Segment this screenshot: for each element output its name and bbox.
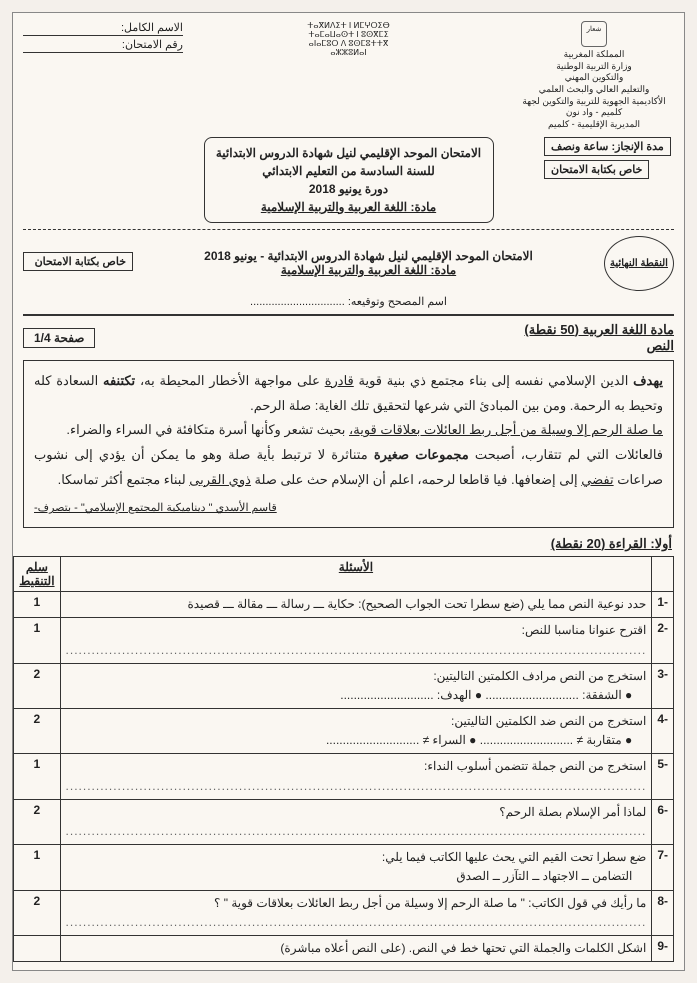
sub-line1: الامتحان الموحد الإقليمي لنيل شهادة الدر…	[139, 249, 598, 263]
q-score: 1	[14, 845, 60, 890]
table-row: -2اقترح عنوانا مناسبا للنص:.............…	[14, 618, 674, 663]
ministry-line: المديرية الإقليمية - كلميم	[514, 119, 674, 131]
q-text: لماذا أمر الإسلام بصلة الرحم؟...........…	[60, 799, 652, 844]
tifinagh-block: ⵜⴰⴳⵍⴷⵉⵜ ⵏ ⵍⵎⵖⵔⵉⴱ ⵜⴰⵎⴰⵡⴰⵙⵜ ⵏ ⵓⵙⴳⵎⵉ ⴰⵏⴰⵎⵓⵔ…	[279, 21, 419, 57]
p1b: الدين الإسلامي نفسه إلى بناء مجتمع ذي بن…	[354, 373, 633, 388]
section-bar: مادة اللغة العربية (50 نقطة) النص صفحة 1…	[23, 322, 674, 354]
exam-num-label: رقم الامتحان:	[122, 39, 183, 51]
table-row: -4استخرج من النص ضد الكلمتين التاليتين:●…	[14, 709, 674, 754]
q-score	[14, 935, 60, 961]
p3g: لبناء مجتمع أكثر تماسكا.	[58, 472, 190, 487]
table-row: -8ما رأيك في قول الكاتب: " ما صلة الرحم …	[14, 890, 674, 935]
sub-line2: مادة: اللغة العربية والتربية الإسلامية	[139, 263, 598, 277]
ministry-block: شعار المملكة المغربية وزارة التربية الوط…	[514, 21, 674, 131]
table-row: -5استخرج من النص جملة تتضمن أسلوب النداء…	[14, 754, 674, 799]
q-number: -9	[652, 935, 674, 961]
passage-box: يهدف الدين الإسلامي نفسه إلى بناء مجتمع …	[23, 360, 674, 528]
q-score: 2	[14, 890, 60, 935]
writer-tag-2: خاص بكتابة الامتحان	[23, 252, 133, 271]
p3a: فالعائلات التي لم تتقارب، أصبحت	[469, 447, 663, 462]
passage-source: قاسم الأسدي " ديناميكية المجتمع الإسلامي…	[34, 498, 663, 519]
page-number: صفحة 1/4	[23, 328, 95, 348]
q-text: اشكل الكلمات والجملة التي تحتها خط في ال…	[60, 935, 652, 961]
tifinagh-line: ⴰⵏⴰⵎⵓⵔ ⴷ ⵓⵙⵎⵓⵜⵜⴳ	[279, 39, 419, 48]
student-info: الاسم الكامل: رقم الامتحان:	[23, 21, 183, 55]
q-number: -2	[652, 618, 674, 663]
p1d: على مواجهة الأخطار المحيطة به،	[135, 373, 325, 388]
p1c: قادرة	[325, 373, 354, 388]
col-score: سلم التنقيط	[14, 557, 60, 592]
title-l3: دورة يونيو 2018	[215, 180, 483, 198]
q-number: -7	[652, 845, 674, 890]
tifinagh-line: ⵜⴰⴳⵍⴷⵉⵜ ⵏ ⵍⵎⵖⵔⵉⴱ	[279, 21, 419, 30]
header: شعار المملكة المغربية وزارة التربية الوط…	[23, 21, 674, 131]
p3d: تفضي	[581, 472, 613, 487]
table-row: -1حدد نوعية النص مما يلي (ضع سطرا تحت ال…	[14, 592, 674, 618]
p2b: بحيث تشعر وكأنها أسرة متكافئة في السراء …	[66, 422, 349, 437]
exam-page: شعار المملكة المغربية وزارة التربية الوط…	[12, 12, 685, 971]
ministry-line: وزارة التربية الوطنية	[514, 61, 674, 73]
section-subtitle: النص	[524, 338, 674, 354]
p3b: مجموعات صغيرة	[374, 447, 469, 462]
q-text: ما رأيك في قول الكاتب: " ما صلة الرحم إل…	[60, 890, 652, 935]
table-header-row: الأسئلة سلم التنقيط	[14, 557, 674, 592]
passage-p3: فالعائلات التي لم تتقارب، أصبحت مجموعات …	[34, 443, 663, 492]
p1e: تكتنفه	[103, 373, 135, 388]
p1a: يهدف	[633, 373, 663, 388]
q-score: 2	[14, 709, 60, 754]
ministry-line: والتعليم العالي والبحث العلمي	[514, 84, 674, 96]
table-row: -7ضع سطرا تحت القيم التي يحث عليها الكات…	[14, 845, 674, 890]
q-score: 1	[14, 618, 60, 663]
ministry-line: المملكة المغربية	[514, 49, 674, 61]
q-number: -5	[652, 754, 674, 799]
name-label: الاسم الكامل:	[121, 22, 183, 34]
table-row: -3استخرج من النص مرادف الكلمتين التاليتي…	[14, 663, 674, 708]
q-text: استخرج من النص مرادف الكلمتين التاليتين:…	[60, 663, 652, 708]
ministry-line: والتكوين المهني	[514, 72, 674, 84]
q-text: استخرج من النص ضد الكلمتين التاليتين:● م…	[60, 709, 652, 754]
solid-separator	[23, 314, 674, 316]
corrector-sig: اسم المصحح وتوقيعه: ....................…	[23, 295, 674, 308]
q-text: ضع سطرا تحت القيم التي يحث عليها الكاتب …	[60, 845, 652, 890]
reading-title: أولا: القراءة (20 نقطة)	[25, 536, 672, 552]
title-l4: مادة: اللغة العربية والتربية الإسلامية	[215, 198, 483, 216]
tifinagh-line: ⵜⴰⵎⴰⵡⴰⵙⵜ ⵏ ⵓⵙⴳⵎⵉ	[279, 30, 419, 39]
q-text: اقترح عنوانا مناسبا للنص:...............…	[60, 618, 652, 663]
q-number: -3	[652, 663, 674, 708]
ministry-line: الأكاديمية الجهوية للتربية والتكوين لجهة…	[514, 96, 674, 119]
final-grade-label: النقطة النهائية	[610, 258, 668, 269]
q-number: -1	[652, 592, 674, 618]
passage-p2: ما صلة الرحم إلا وسيلة من أجل ربط العائل…	[34, 418, 663, 443]
q-number: -4	[652, 709, 674, 754]
questions-table: الأسئلة سلم التنقيط -1حدد نوعية النص مما…	[13, 556, 674, 962]
exam-title-box: الامتحان الموحد الإقليمي لنيل شهادة الدر…	[204, 137, 494, 223]
emblem-icon: شعار	[581, 21, 607, 47]
p3f: ذوي القربى	[189, 472, 251, 487]
table-row: -9اشكل الكلمات والجملة التي تحتها خط في …	[14, 935, 674, 961]
p3e: إلى إضعافها. فيا قاطعا لرحمه، اعلم أن ال…	[251, 472, 581, 487]
sub-title-block: الامتحان الموحد الإقليمي لنيل شهادة الدر…	[139, 249, 598, 277]
col-blank	[652, 557, 674, 592]
sub-header: النقطة النهائية الامتحان الموحد الإقليمي…	[23, 236, 674, 291]
q-text: حدد نوعية النص مما يلي (ضع سطرا تحت الجو…	[60, 592, 652, 618]
table-row: -6لماذا أمر الإسلام بصلة الرحم؟.........…	[14, 799, 674, 844]
dashed-separator	[23, 229, 674, 230]
title-l1: الامتحان الموحد الإقليمي لنيل شهادة الدر…	[215, 144, 483, 162]
passage-p1: يهدف الدين الإسلامي نفسه إلى بناء مجتمع …	[34, 369, 663, 418]
col-questions: الأسئلة	[60, 557, 652, 592]
q-number: -6	[652, 799, 674, 844]
title-l2: للسنة السادسة من التعليم الابتدائي	[215, 162, 483, 180]
tifinagh-line: ⴰⵣⵣⵓⵍⴰⵏ	[279, 48, 419, 57]
q-score: 1	[14, 754, 60, 799]
writer-tag: خاص بكتابة الامتحان	[544, 160, 649, 179]
q-score: 2	[14, 799, 60, 844]
q-number: -8	[652, 890, 674, 935]
p2a: ما صلة الرحم إلا وسيلة من أجل ربط العائل…	[349, 422, 663, 437]
final-grade-circle: النقطة النهائية	[604, 236, 674, 291]
section-title: مادة اللغة العربية (50 نقطة)	[524, 322, 674, 338]
duration-tag: مدة الإنجاز: ساعة ونصف	[544, 137, 671, 156]
q-score: 1	[14, 592, 60, 618]
q-text: استخرج من النص جملة تتضمن أسلوب النداء:.…	[60, 754, 652, 799]
q-score: 2	[14, 663, 60, 708]
